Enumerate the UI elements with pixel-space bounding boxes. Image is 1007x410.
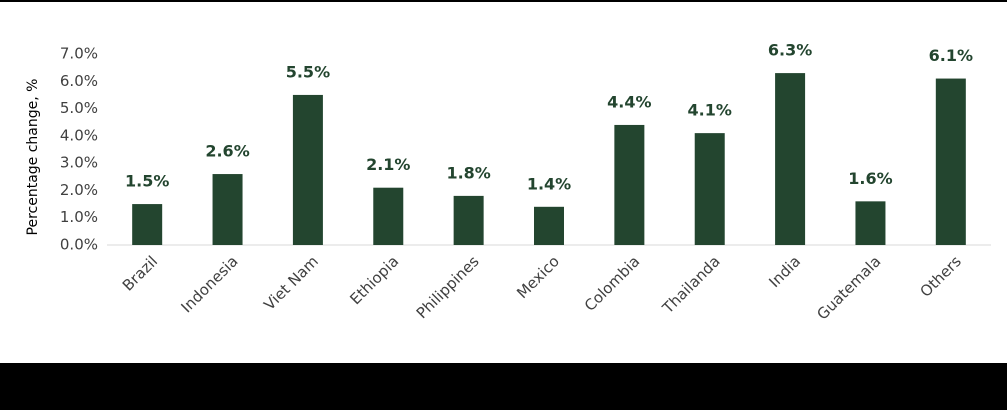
bar <box>534 206 564 245</box>
bar <box>935 78 966 245</box>
bar <box>694 133 725 245</box>
bar <box>292 94 323 245</box>
value-label: 6.3% <box>768 41 812 60</box>
y-tick-label: 2.0% <box>60 181 98 199</box>
value-label: 1.4% <box>527 174 571 193</box>
bar <box>212 174 243 245</box>
y-tick-label: 6.0% <box>60 72 98 90</box>
value-label: 2.6% <box>205 142 249 161</box>
value-label: 1.6% <box>848 169 892 188</box>
y-tick-label: 0.0% <box>60 236 98 254</box>
y-tick-label: 4.0% <box>60 126 98 144</box>
value-label: 1.5% <box>125 172 169 191</box>
value-label: 4.4% <box>607 92 651 111</box>
y-tick-label: 3.0% <box>60 154 98 172</box>
value-label: 2.1% <box>366 155 410 174</box>
value-label: 4.1% <box>688 101 732 120</box>
value-label: 5.5% <box>286 62 330 81</box>
bar <box>453 195 484 245</box>
y-axis-label: Percentage change, % <box>25 79 41 236</box>
y-tick-label: 1.0% <box>60 208 98 226</box>
y-tick-label: 7.0% <box>60 45 98 63</box>
value-label: 1.8% <box>446 163 490 182</box>
bar <box>614 124 645 245</box>
chart-background <box>0 2 1007 363</box>
bar <box>132 204 163 245</box>
value-label: 6.1% <box>929 46 973 65</box>
bar <box>373 187 404 245</box>
y-tick-label: 5.0% <box>60 99 98 117</box>
bar <box>855 201 886 245</box>
bar <box>775 73 806 245</box>
